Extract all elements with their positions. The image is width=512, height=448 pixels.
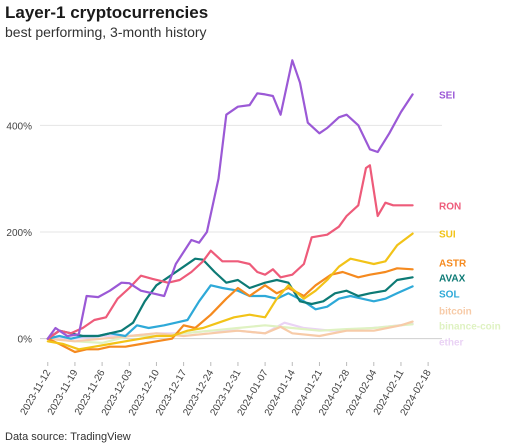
y-axis-ticks: 0% 200% 400% <box>6 121 32 345</box>
y-tick-label: 0% <box>18 335 33 346</box>
series-label-ron: RON <box>439 201 461 212</box>
series-line-bitcoin <box>46 320 414 343</box>
series-line-binance-coin <box>46 323 414 344</box>
series-label-astr: ASTR <box>439 258 467 269</box>
series-label-binance-coin: binance-coin <box>439 321 501 332</box>
series-line-avax <box>46 257 414 340</box>
series-label-bitcoin: bitcoin <box>439 306 472 317</box>
gridlines <box>40 124 442 340</box>
chart-subtitle: best performing, 3-month history <box>5 24 207 40</box>
y-tick-label: 200% <box>6 228 32 239</box>
data-source: Data source: TradingView <box>5 431 131 443</box>
x-axis-ticks: 2023-11-122023-11-192023-11-262023-12-03… <box>19 362 434 418</box>
series-label-sui: SUI <box>439 230 456 241</box>
y-tick-label: 400% <box>6 121 32 132</box>
series-line-ron <box>46 164 414 340</box>
series-lines <box>46 59 414 354</box>
series-label-sei: SEI <box>439 90 455 101</box>
series-label-avax: AVAX <box>439 273 466 284</box>
series-label-ether: ether <box>439 337 464 348</box>
chart-title: Layer-1 cryptocurrencies <box>5 3 209 22</box>
series-line-sei <box>46 59 414 340</box>
series-labels: SEI RON SUI ASTR AVAX SOL bitcoin binance-coin e… <box>439 90 501 348</box>
series-label-sol: SOL <box>439 289 460 300</box>
series-line-sui <box>46 232 414 351</box>
series-line-astr <box>46 267 414 354</box>
